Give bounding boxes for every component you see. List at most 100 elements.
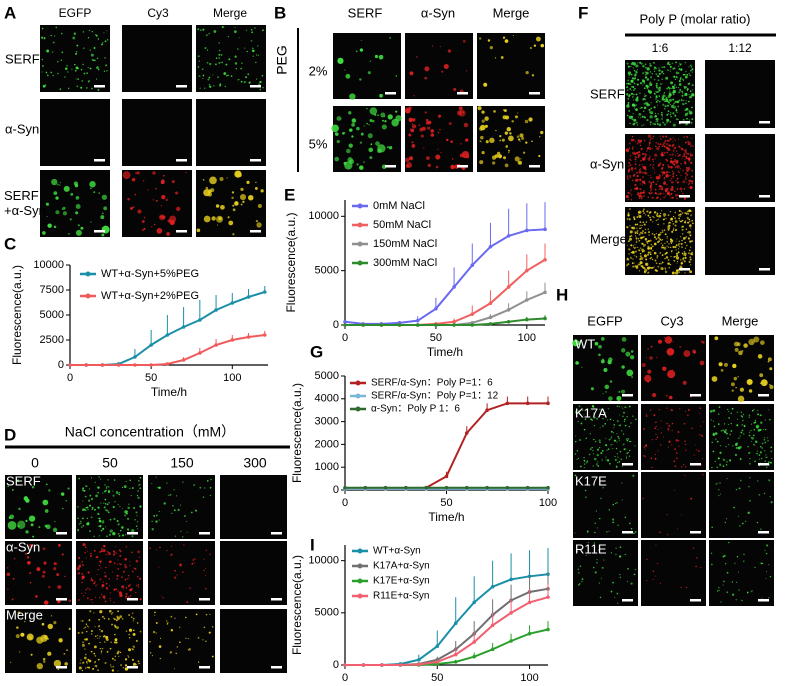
y-tick-label: 5000	[40, 309, 64, 321]
droplet	[164, 502, 166, 504]
droplet	[681, 243, 683, 245]
droplet	[137, 576, 139, 578]
droplet	[619, 574, 620, 575]
droplet	[662, 254, 664, 256]
droplet	[106, 583, 108, 585]
droplet	[479, 127, 483, 131]
droplet	[626, 456, 627, 457]
droplet	[676, 160, 679, 163]
droplet	[645, 444, 647, 446]
droplet	[42, 575, 45, 578]
droplet	[593, 453, 594, 454]
droplet	[612, 504, 614, 506]
droplet	[68, 233, 70, 235]
column-header: 1:12	[728, 41, 752, 55]
droplet	[680, 70, 681, 71]
legend-marker	[86, 272, 91, 277]
droplet	[741, 411, 742, 412]
droplet	[748, 512, 750, 514]
droplet	[644, 87, 646, 89]
droplet	[536, 37, 541, 42]
droplet	[690, 155, 692, 157]
droplet	[643, 221, 645, 223]
droplet	[677, 261, 678, 262]
droplet	[726, 433, 728, 435]
droplet	[688, 169, 689, 170]
droplet	[689, 240, 691, 242]
data-point	[149, 343, 153, 347]
droplet	[628, 66, 630, 68]
droplet	[610, 437, 611, 438]
droplet	[178, 509, 180, 511]
droplet	[646, 415, 648, 417]
droplet	[625, 448, 626, 449]
droplet	[161, 195, 165, 199]
droplet	[57, 585, 61, 589]
droplet	[209, 63, 211, 65]
droplet	[36, 567, 40, 571]
droplet	[683, 119, 685, 121]
droplet	[92, 59, 94, 61]
droplet	[503, 37, 505, 39]
droplet	[90, 188, 92, 190]
droplet	[440, 46, 441, 47]
droplet	[106, 535, 108, 537]
droplet	[676, 244, 678, 246]
droplet	[668, 87, 670, 89]
droplet	[7, 567, 8, 568]
droplet	[640, 82, 642, 84]
droplet	[153, 631, 155, 633]
droplet	[182, 482, 183, 483]
droplet	[652, 245, 654, 247]
droplet	[593, 465, 594, 466]
droplet	[632, 251, 635, 254]
droplet	[625, 554, 626, 555]
droplet	[657, 143, 658, 144]
droplet	[138, 584, 140, 586]
droplet	[452, 158, 454, 160]
droplet	[255, 182, 256, 183]
droplet	[480, 140, 481, 141]
droplet	[102, 213, 104, 215]
droplet	[678, 445, 680, 447]
data-point	[543, 228, 547, 232]
droplet	[87, 551, 88, 552]
droplet	[78, 632, 80, 634]
droplet	[87, 518, 88, 519]
droplet	[673, 151, 674, 152]
droplet	[251, 31, 253, 33]
droplet	[682, 253, 684, 255]
droplet	[105, 601, 107, 603]
droplet	[122, 534, 124, 536]
droplet	[93, 582, 95, 584]
droplet	[116, 553, 118, 555]
droplet	[653, 579, 654, 580]
droplet	[760, 451, 762, 453]
droplet	[678, 251, 680, 253]
droplet	[47, 74, 49, 76]
droplet	[207, 62, 209, 64]
droplet	[118, 533, 120, 535]
droplet	[685, 86, 687, 88]
droplet	[683, 350, 690, 357]
droplet	[655, 189, 657, 191]
droplet	[174, 618, 175, 619]
data-point	[84, 363, 88, 367]
droplet	[642, 72, 644, 74]
droplet	[663, 66, 665, 68]
droplet	[114, 638, 117, 641]
droplet	[650, 219, 652, 221]
panel-label: G	[310, 342, 323, 361]
droplet	[665, 189, 667, 191]
legend-label: WT+α-Syn+2%PEG	[101, 290, 199, 302]
droplet	[686, 156, 688, 158]
droplet	[82, 578, 84, 580]
droplet	[687, 112, 689, 114]
droplet	[767, 457, 768, 458]
droplet	[649, 217, 651, 219]
droplet	[660, 136, 661, 137]
droplet	[672, 246, 674, 248]
droplet	[654, 243, 657, 246]
droplet	[425, 111, 427, 113]
droplet	[701, 464, 702, 465]
